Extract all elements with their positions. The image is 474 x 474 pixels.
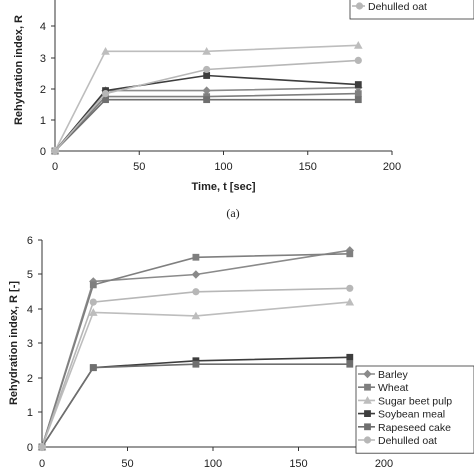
- y-tick-label: 0: [40, 146, 46, 158]
- data-point-rapeseed-cake: [346, 360, 354, 368]
- chart-bottom: 0 50 100 150 200 0 1 2 3 4 5 6 Rehydration index, R …: [8, 235, 474, 470]
- legend-entry: Rapeseed cake: [378, 422, 451, 434]
- data-point-rapeseed-cake: [89, 364, 97, 372]
- legend-entry: Wheat: [378, 382, 408, 394]
- data-point-dehulled-oat: [354, 56, 362, 64]
- x-tick-label: 100: [204, 458, 222, 470]
- series-line-dehulled-oat: [41, 287, 350, 448]
- series-dehulled-oat: [51, 56, 362, 155]
- data-point-sugar-beet-pulp: [101, 47, 110, 55]
- y-tick-label: 4: [40, 21, 46, 33]
- data-point-barley: [202, 86, 211, 95]
- data-point-sugar-beet-pulp: [354, 41, 363, 49]
- y-tick-label: 4: [27, 304, 33, 316]
- y-tick-label: 6: [27, 235, 33, 247]
- data-point-sugar-beet-pulp: [191, 311, 201, 320]
- data-point-dehulled-oat: [38, 443, 46, 451]
- legend-marker: [363, 396, 372, 404]
- x-axis-label: Time, t [sec]: [192, 181, 256, 193]
- data-point-wheat: [89, 281, 97, 289]
- x-tick-label: 100: [214, 161, 232, 173]
- y-tick-label: 3: [40, 53, 46, 65]
- y-tick-label: 2: [40, 84, 46, 96]
- x-tick-label: 200: [383, 161, 401, 173]
- data-point-sugar-beet-pulp: [202, 47, 211, 55]
- legend-marker: [364, 383, 371, 391]
- data-point-sugar-beet-pulp: [89, 308, 98, 316]
- data-point-wheat: [354, 90, 362, 98]
- x-tick-label: 50: [133, 161, 145, 173]
- y-axis-label: Rehydration index, R [-]: [8, 281, 20, 405]
- series-soybean-meal: [38, 353, 354, 451]
- data-point-barley: [191, 270, 201, 279]
- data-point-dehulled-oat: [203, 65, 211, 74]
- y-tick-label: 5: [27, 269, 33, 281]
- data-point-rapeseed-cake: [354, 96, 362, 104]
- x-tick-label: 50: [121, 458, 133, 470]
- x-tick-label: 0: [52, 161, 58, 173]
- data-point-dehulled-oat: [51, 147, 59, 155]
- legend-marker: [363, 436, 372, 444]
- series-barley: [37, 246, 354, 452]
- data-point-sugar-beet-pulp: [345, 297, 355, 306]
- series-line-sugar-beet-pulp: [54, 44, 359, 152]
- series-dehulled-oat: [38, 284, 354, 451]
- series-line-rapeseed-cake: [54, 98, 359, 152]
- series-line-rapeseed-cake: [41, 363, 350, 448]
- series-line-soybean-meal: [54, 74, 359, 152]
- series-wheat: [38, 250, 354, 451]
- legend-box: [349, 0, 474, 20]
- series-line-soybean-meal: [41, 356, 350, 448]
- y-tick-label: 2: [27, 373, 33, 385]
- y-tick-label: 3: [27, 338, 33, 350]
- series-line-sugar-beet-pulp: [41, 301, 350, 448]
- x-tick-label: 150: [289, 458, 307, 470]
- legend-entry: Sugar beet pulp: [378, 395, 452, 407]
- chart-top: 0 50 100 150 200 0 1 2 3 4 Time, t [sec] Rehydratio…: [13, 0, 474, 193]
- y-tick-label: 1: [40, 115, 46, 127]
- legend-marker: [364, 410, 371, 417]
- data-point-soybean-meal: [354, 81, 362, 88]
- series-line-barley: [41, 249, 350, 448]
- x-tick-label: 150: [299, 161, 317, 173]
- data-point-dehulled-oat: [346, 284, 354, 292]
- series-line-wheat: [54, 92, 359, 152]
- legend-marker: [363, 369, 372, 379]
- legend-marker: [355, 2, 364, 10]
- legend-entry: Dehulled oat: [368, 1, 427, 13]
- series-sugar-beet-pulp: [37, 297, 355, 451]
- data-point-rapeseed-cake: [102, 96, 109, 104]
- data-point-soybean-meal: [346, 353, 354, 361]
- x-tick-label: 0: [39, 458, 45, 470]
- data-point-rapeseed-cake: [192, 360, 200, 368]
- series-line-wheat: [41, 253, 350, 448]
- legend-entry: Dehulled oat: [378, 435, 437, 447]
- legend-box: [355, 365, 474, 454]
- legend-entry: Soybean meal: [378, 409, 445, 421]
- legend-marker: [364, 423, 371, 431]
- data-point-rapeseed-cake: [203, 96, 211, 104]
- data-point-soybean-meal: [203, 72, 211, 79]
- y-axis-label: Rehydration index, R: [13, 15, 25, 125]
- series-line-dehulled-oat: [54, 59, 359, 152]
- data-point-dehulled-oat: [101, 90, 110, 98]
- data-point-dehulled-oat: [89, 298, 97, 306]
- legend: Dehulled oat: [349, 0, 474, 20]
- legend-entry: Barley: [378, 369, 409, 381]
- series-soybean-meal: [51, 72, 362, 155]
- series-rapeseed-cake: [38, 360, 354, 451]
- x-tick-label: 200: [375, 458, 393, 470]
- data-point-wheat: [346, 250, 354, 258]
- y-tick-label: 0: [27, 442, 33, 454]
- data-point-soybean-meal: [192, 357, 200, 365]
- data-point-wheat: [192, 253, 200, 261]
- y-tick-label: 1: [27, 407, 33, 419]
- data-point-dehulled-oat: [192, 288, 200, 296]
- figure-caption: (a): [226, 206, 239, 220]
